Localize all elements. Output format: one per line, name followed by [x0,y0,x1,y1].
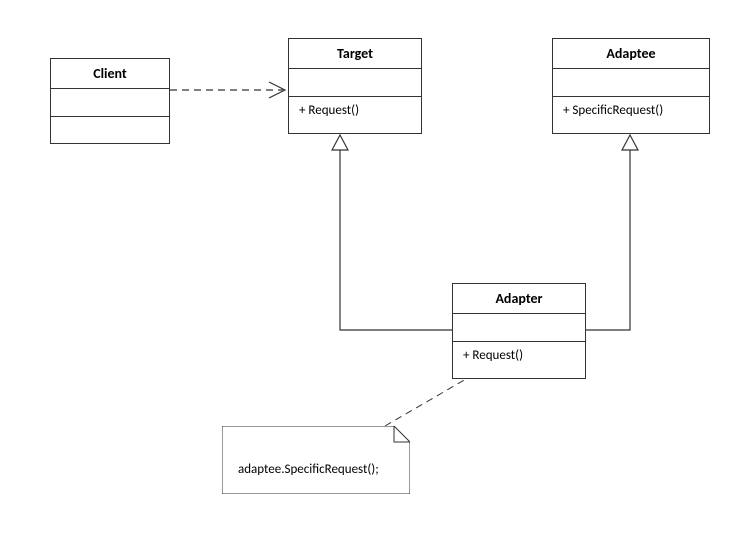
class-target: Target + Request() [288,38,422,134]
note-text: adaptee.SpecificRequest(); [238,462,379,477]
class-client-operations [51,117,169,145]
class-adaptee: Adaptee + SpecificRequest() [552,38,710,134]
note-outline [222,426,410,494]
class-client-title: Client [51,59,169,89]
diagram-canvas: Client Target + Request() Adaptee + Spec… [0,0,738,552]
edge-adapter-to-adaptee [586,135,638,330]
class-adaptee-attributes [553,69,709,97]
edge-adapter-to-target [332,135,452,330]
class-adapter-title: Adapter [453,284,585,314]
class-client-attributes [51,89,169,117]
class-adaptee-op-0: + SpecificRequest() [553,97,709,124]
edge-client-to-target [170,82,285,98]
class-adaptee-title: Adaptee [553,39,709,69]
class-adapter-op-0: + Request() [453,342,585,369]
class-target-attributes [289,69,421,97]
class-adapter-attributes [453,314,585,342]
class-target-op-0: + Request() [289,97,421,124]
class-client: Client [50,58,170,144]
edge-note-to-adapter [385,379,466,426]
class-adapter: Adapter + Request() [452,283,586,379]
class-target-title: Target [289,39,421,69]
note: adaptee.SpecificRequest(); [222,426,410,494]
